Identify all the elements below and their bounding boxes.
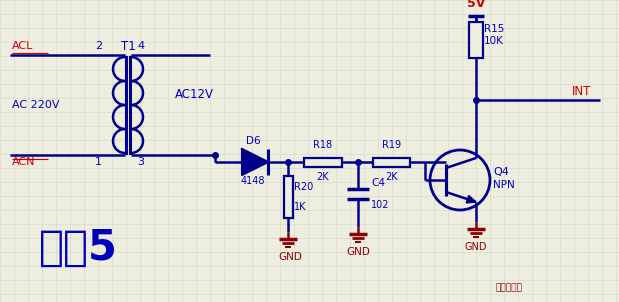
Text: 1: 1 bbox=[95, 157, 102, 167]
Bar bbox=[373, 158, 410, 166]
Text: R15: R15 bbox=[484, 24, 504, 34]
Text: 2K: 2K bbox=[317, 172, 329, 182]
Text: 102: 102 bbox=[371, 200, 389, 210]
Text: 电路一点通: 电路一点通 bbox=[495, 283, 522, 292]
Text: 2K: 2K bbox=[385, 172, 398, 182]
Bar bbox=[469, 22, 483, 58]
Text: R20: R20 bbox=[294, 182, 313, 191]
Text: 4: 4 bbox=[137, 41, 144, 51]
Text: R19: R19 bbox=[382, 140, 401, 150]
Text: C4: C4 bbox=[371, 178, 385, 188]
Text: 方斅5: 方斅5 bbox=[38, 227, 118, 269]
Text: GND: GND bbox=[465, 242, 487, 252]
Text: AC 220V: AC 220V bbox=[12, 100, 59, 110]
Bar bbox=[304, 158, 342, 166]
Text: 5V: 5V bbox=[467, 0, 485, 10]
Text: 4148: 4148 bbox=[241, 176, 266, 186]
Text: INT: INT bbox=[572, 85, 591, 98]
Text: R18: R18 bbox=[313, 140, 332, 150]
Text: AC12V: AC12V bbox=[175, 88, 214, 101]
Text: Q4: Q4 bbox=[493, 167, 509, 177]
Text: NPN: NPN bbox=[493, 180, 515, 190]
Text: GND: GND bbox=[346, 247, 370, 257]
Text: ACL: ACL bbox=[12, 41, 33, 51]
Text: T1: T1 bbox=[121, 40, 136, 53]
Text: 1K: 1K bbox=[294, 203, 306, 213]
Text: ACN: ACN bbox=[12, 157, 35, 167]
Polygon shape bbox=[466, 195, 476, 203]
Text: GND: GND bbox=[278, 252, 302, 262]
Polygon shape bbox=[242, 149, 268, 175]
Text: 2: 2 bbox=[95, 41, 102, 51]
Text: 10K: 10K bbox=[484, 36, 504, 46]
Bar bbox=[284, 176, 293, 218]
Text: 3: 3 bbox=[137, 157, 144, 167]
Text: D6: D6 bbox=[246, 136, 261, 146]
